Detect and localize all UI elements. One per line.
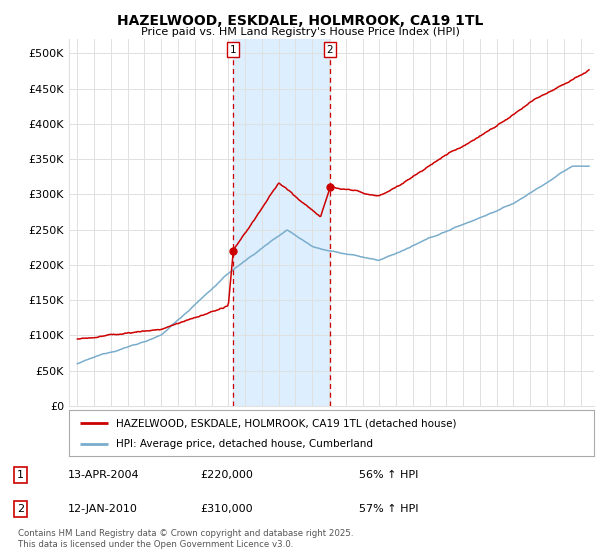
Text: 13-APR-2004: 13-APR-2004 [68, 470, 139, 480]
Text: 2: 2 [326, 45, 333, 55]
Text: Contains HM Land Registry data © Crown copyright and database right 2025.
This d: Contains HM Land Registry data © Crown c… [18, 529, 353, 549]
Bar [233, 39, 329, 406]
Text: HAZELWOOD, ESKDALE, HOLMROOK, CA19 1TL (detached house): HAZELWOOD, ESKDALE, HOLMROOK, CA19 1TL (… [116, 418, 457, 428]
Text: 1: 1 [230, 45, 236, 55]
Text: 12-JAN-2010: 12-JAN-2010 [68, 504, 137, 514]
Text: HAZELWOOD, ESKDALE, HOLMROOK, CA19 1TL: HAZELWOOD, ESKDALE, HOLMROOK, CA19 1TL [117, 14, 483, 28]
Text: £220,000: £220,000 [200, 470, 253, 480]
Text: HPI: Average price, detached house, Cumberland: HPI: Average price, detached house, Cumb… [116, 438, 373, 449]
Text: Price paid vs. HM Land Registry's House Price Index (HPI): Price paid vs. HM Land Registry's House … [140, 27, 460, 37]
Text: 1: 1 [17, 470, 24, 480]
Text: 57% ↑ HPI: 57% ↑ HPI [359, 504, 418, 514]
Text: 56% ↑ HPI: 56% ↑ HPI [359, 470, 418, 480]
Text: 2: 2 [17, 504, 24, 514]
Text: £310,000: £310,000 [200, 504, 253, 514]
